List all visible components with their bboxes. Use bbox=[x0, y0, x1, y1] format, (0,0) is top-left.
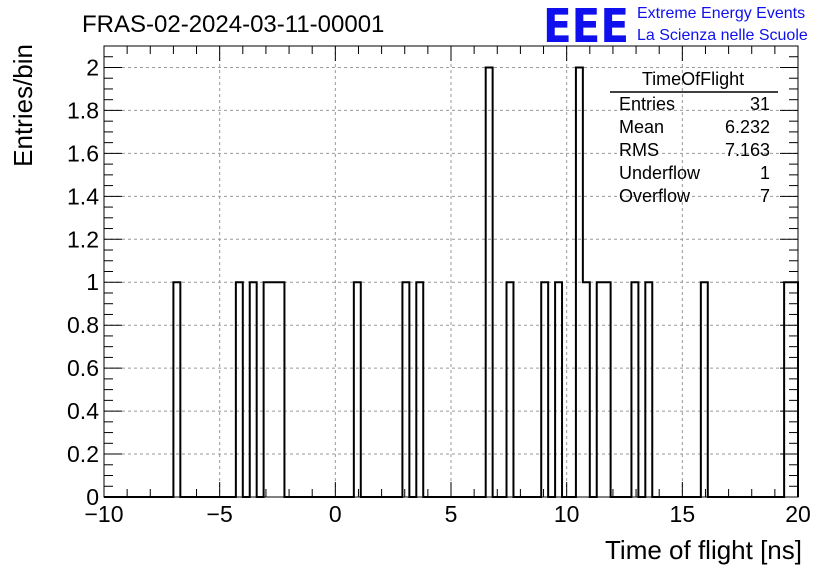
y-tick-label: 0.6 bbox=[67, 355, 99, 381]
stats-rows: Entries 31 Mean 6.232 RMS 7.163 Underflow 1 Over… bbox=[619, 94, 770, 206]
stats-value: 1 bbox=[760, 163, 770, 183]
x-tick-label: 10 bbox=[554, 501, 580, 527]
y-tick-label: 2 bbox=[86, 54, 99, 80]
stats-box: TimeOfFlight Entries 31 Mean 6.232 RMS 7.163 U… bbox=[610, 69, 778, 206]
chart-title: FRAS-02-2024-03-11-00001 bbox=[82, 11, 384, 38]
y-tick-label: 0.8 bbox=[67, 312, 99, 338]
y-axis-title: Entries/bin bbox=[8, 44, 38, 167]
y-tick-label: 1.6 bbox=[67, 140, 99, 166]
y-tick-label: 0.2 bbox=[67, 441, 99, 467]
stats-label: Entries bbox=[619, 94, 675, 114]
x-tick-label: 0 bbox=[329, 501, 342, 527]
y-tick-label: 1.2 bbox=[67, 226, 99, 252]
y-tick-label: 1 bbox=[86, 269, 99, 295]
x-tick-label: −5 bbox=[207, 501, 233, 527]
y-tick-label: 1.8 bbox=[67, 97, 99, 123]
x-tick-label: 20 bbox=[785, 501, 811, 527]
logo-tagline-1: Extreme Energy Events bbox=[637, 5, 805, 22]
x-tick-label: −10 bbox=[84, 501, 123, 527]
x-tick-label: 15 bbox=[670, 501, 696, 527]
stats-label: Overflow bbox=[619, 186, 691, 206]
grid-lines bbox=[104, 46, 798, 497]
logo-tagline-2: La Scienza nelle Scuole bbox=[637, 27, 808, 44]
stats-label: Mean bbox=[619, 117, 664, 137]
stats-box-title: TimeOfFlight bbox=[642, 69, 744, 89]
y-tick-label: 1.4 bbox=[67, 183, 99, 209]
x-axis-title: Time of flight [ns] bbox=[605, 535, 802, 565]
plot-frame bbox=[103, 45, 799, 498]
y-tick-label: 0 bbox=[86, 484, 99, 510]
y-tick-labels: 0 0.2 0.4 0.6 0.8 1 1.2 1.4 1.6 1.8 2 bbox=[67, 54, 99, 510]
stats-label: Underflow bbox=[619, 163, 701, 183]
stats-value: 6.232 bbox=[725, 117, 770, 137]
stats-value: 7 bbox=[760, 186, 770, 206]
x-tick-label: 5 bbox=[445, 501, 458, 527]
stats-label: RMS bbox=[619, 140, 659, 160]
x-tick-labels: −10 −5 0 5 10 15 20 bbox=[84, 501, 810, 527]
eee-logo: EEE bbox=[543, 0, 629, 53]
stats-value: 31 bbox=[750, 94, 770, 114]
y-tick-label: 0.4 bbox=[67, 398, 99, 424]
stats-value: 7.163 bbox=[725, 140, 770, 160]
